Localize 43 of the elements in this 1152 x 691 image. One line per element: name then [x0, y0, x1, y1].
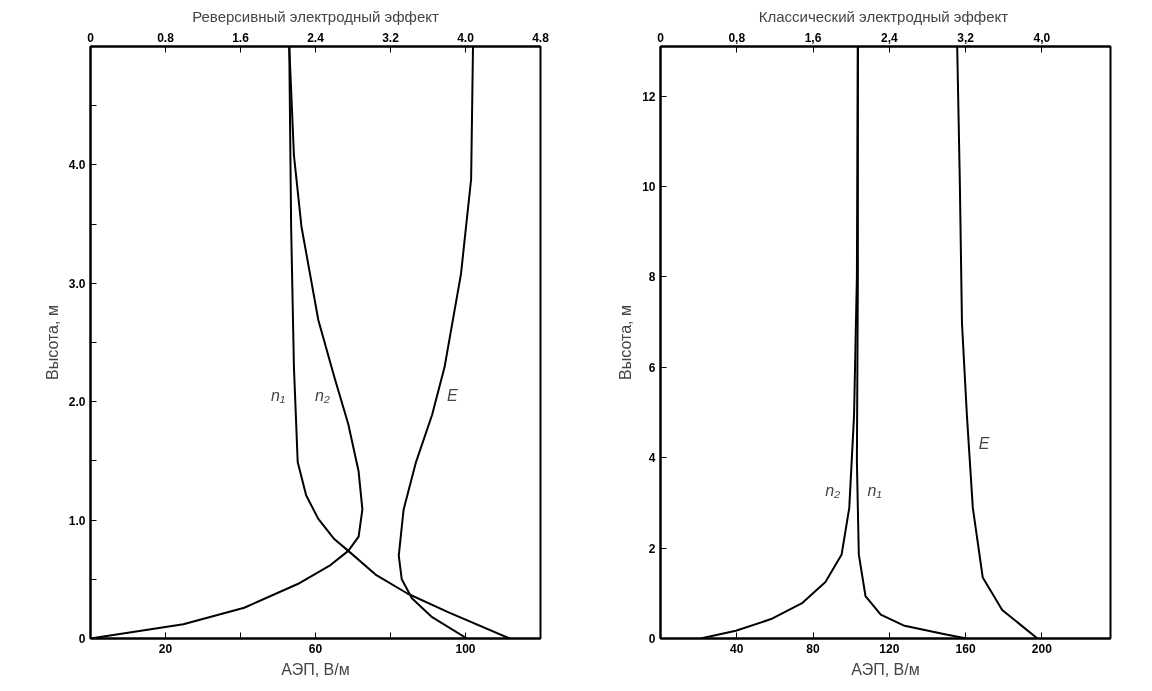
x-tick-label: 40 — [730, 641, 744, 656]
y-tick-label: 6 — [648, 360, 656, 375]
x-axis-title: АЭП, В/м — [851, 660, 920, 678]
y-tick-label: 3.0 — [68, 276, 86, 291]
x-tick-label: 60 — [308, 641, 323, 656]
y-tick-label: 12 — [642, 89, 656, 104]
y-tick-label: 4.0 — [68, 158, 86, 173]
x2-tick-label: 4,0 — [1033, 30, 1051, 45]
chart-title: Классический электродный эффект — [758, 7, 1009, 25]
x2-tick-label: 1.6 — [232, 30, 250, 45]
x2-tick-label: 2,4 — [880, 30, 898, 45]
series-label: n₁ — [867, 482, 882, 499]
x-axis-title: АЭП, В/м — [281, 660, 350, 678]
series-label: E — [978, 434, 990, 452]
y-tick-label: 0 — [648, 632, 656, 646]
series-label: n₂ — [314, 387, 330, 405]
series-label: E — [447, 387, 459, 405]
y-axis-title: Высота, м — [43, 305, 61, 380]
series-label: n₂ — [825, 482, 841, 499]
x-tick-label: 20 — [158, 641, 173, 656]
x2-tick-label: 3.2 — [382, 30, 400, 45]
x2-tick-label: 1,6 — [804, 30, 822, 45]
x2-tick-label: 3,2 — [957, 30, 975, 45]
x2-tick-label: 2.4 — [307, 30, 325, 45]
y-tick-label: 8 — [648, 270, 656, 285]
x-tick-label: 80 — [806, 641, 821, 656]
x-tick-label: 100 — [455, 641, 476, 656]
x2-tick-label: 4.8 — [532, 30, 550, 45]
chart-title: Реверсивный электродный эффект — [192, 7, 439, 25]
x2-tick-label: 4.0 — [457, 30, 475, 45]
y-tick-label: 4 — [648, 451, 656, 466]
x-tick-label: 120 — [879, 641, 900, 656]
series-label: n₁ — [271, 387, 286, 405]
x2-tick-label: 0.8 — [157, 30, 175, 45]
y-tick-label: 2.0 — [68, 395, 86, 410]
x-tick-label: 200 — [1031, 641, 1053, 656]
y-tick-label: 1.0 — [68, 513, 86, 528]
x2-tick-label: 0,8 — [728, 30, 746, 45]
y-tick-label: 2 — [648, 541, 656, 556]
y-axis-title: Высота, м — [617, 305, 635, 380]
y-tick-label: 10 — [642, 180, 656, 195]
y-tick-label: 0 — [78, 632, 86, 646]
x-tick-label: 160 — [955, 641, 976, 656]
